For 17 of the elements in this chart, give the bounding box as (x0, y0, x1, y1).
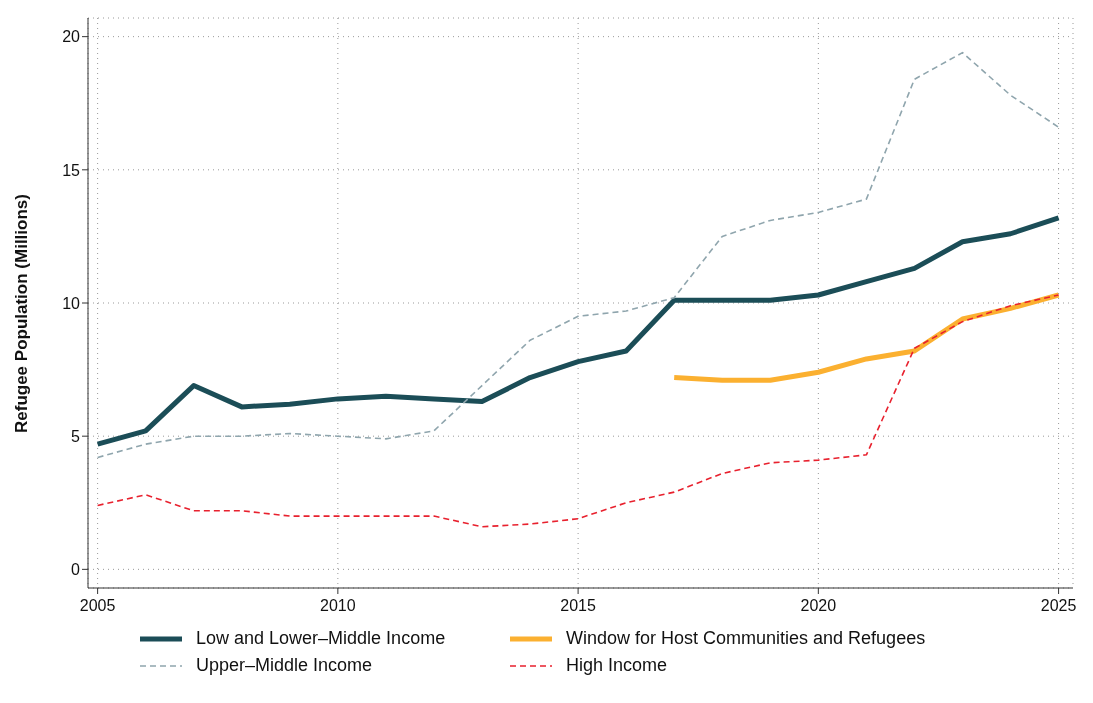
x-tick-label: 2015 (560, 597, 596, 615)
y-tick-label: 20 (62, 28, 81, 46)
x-tick-label: 2010 (320, 597, 356, 615)
legend-label: High Income (566, 655, 668, 676)
x-tick-label: 2005 (79, 597, 116, 615)
x-tick-label: 2020 (800, 597, 837, 615)
x-tick-label: 2025 (1040, 597, 1077, 615)
legend-label: Low and Lower–Middle Income (196, 628, 446, 649)
legend-label: Upper–Middle Income (196, 655, 373, 676)
y-tick-label: 15 (62, 161, 81, 179)
line-series (96, 51, 1060, 459)
y-axis-title: Refugee Population (Millions) (12, 194, 32, 433)
legend-label: Window for Host Communities and Refugees (566, 628, 926, 649)
y-tick-label: 10 (62, 294, 81, 312)
line-series (96, 294, 1060, 528)
y-tick-label: 0 (71, 561, 81, 579)
y-tick-label: 5 (71, 427, 81, 445)
